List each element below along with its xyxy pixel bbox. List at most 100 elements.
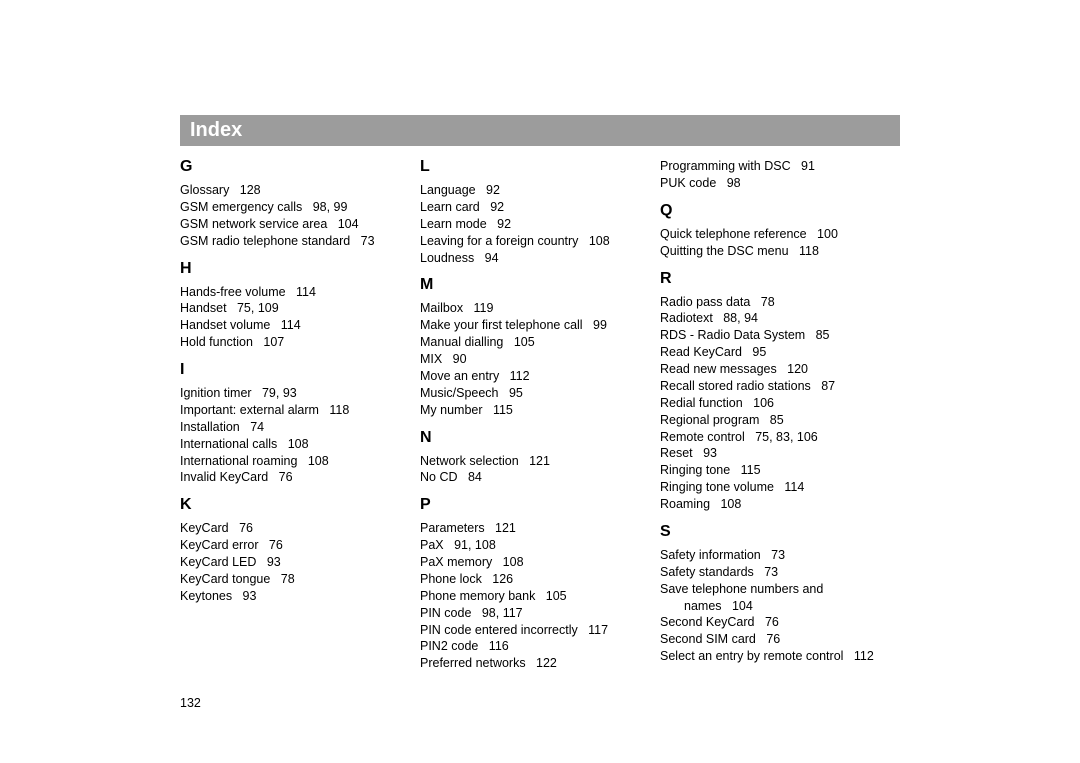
index-entry-pages: 94 bbox=[485, 251, 499, 265]
index-entry: Ringing tone volume 114 bbox=[660, 479, 884, 496]
index-entry-pages: 115 bbox=[493, 403, 513, 417]
index-entry: Move an entry 112 bbox=[420, 368, 644, 385]
index-entry-text: Preferred networks bbox=[420, 656, 526, 670]
index-entry-text: Recall stored radio stations bbox=[660, 379, 811, 393]
index-entry: Preferred networks 122 bbox=[420, 655, 644, 672]
index-letter: P bbox=[420, 496, 644, 514]
index-entry-pages: 112 bbox=[510, 369, 530, 383]
index-letter: H bbox=[180, 260, 404, 278]
index-entry: Radio pass data 78 bbox=[660, 294, 884, 311]
index-entry-pages: 115 bbox=[741, 463, 761, 477]
index-entry-pages: 93 bbox=[267, 555, 281, 569]
index-entry-text: Learn mode bbox=[420, 217, 487, 231]
index-entry: Safety standards 73 bbox=[660, 564, 884, 581]
index-entry: PIN code entered incorrectly 117 bbox=[420, 622, 644, 639]
index-entry-pages: 98, 117 bbox=[482, 606, 523, 620]
index-entry-text: Manual dialling bbox=[420, 335, 503, 349]
index-entry: Phone lock 126 bbox=[420, 571, 644, 588]
index-entry-pages: 106 bbox=[753, 396, 774, 410]
index-entry-pages: 90 bbox=[453, 352, 467, 366]
index-entry: KeyCard tongue 78 bbox=[180, 571, 404, 588]
index-entry-pages: 121 bbox=[529, 454, 550, 468]
index-entry-pages: 126 bbox=[492, 572, 513, 586]
index-entry: Phone memory bank 105 bbox=[420, 588, 644, 605]
index-entry-pages: 108 bbox=[589, 234, 610, 248]
index-entry-pages: 88, 94 bbox=[723, 311, 758, 325]
index-letter: L bbox=[420, 158, 644, 176]
index-entry-pages: 75, 83, 106 bbox=[755, 430, 818, 444]
index-entry: Programming with DSC 91 bbox=[660, 158, 884, 175]
index-entry: KeyCard 76 bbox=[180, 520, 404, 537]
index-entry-text: Save telephone numbers and bbox=[660, 582, 823, 596]
index-entry-text: GSM radio telephone standard bbox=[180, 234, 350, 248]
index-entry-pages: 93 bbox=[703, 446, 717, 460]
index-entry: Installation 74 bbox=[180, 419, 404, 436]
index-letter: R bbox=[660, 270, 884, 288]
index-entry-text: Regional program bbox=[660, 413, 759, 427]
index-entry: Ignition timer 79, 93 bbox=[180, 385, 404, 402]
index-entry-text: Learn card bbox=[420, 200, 480, 214]
index-entry-pages: 128 bbox=[240, 183, 261, 197]
index-entry-pages: 95 bbox=[509, 386, 523, 400]
index-entry: Second KeyCard 76 bbox=[660, 614, 884, 631]
index-entry-pages: 84 bbox=[468, 470, 482, 484]
index-entry-pages: 93 bbox=[243, 589, 257, 603]
index-entry-pages: 99 bbox=[593, 318, 607, 332]
index-entry-pages: 92 bbox=[490, 200, 504, 214]
index-entry-pages: 108 bbox=[503, 555, 524, 569]
index-entry-text: Network selection bbox=[420, 454, 519, 468]
index-entry: names 104 bbox=[660, 598, 884, 615]
index-entry-pages: 92 bbox=[486, 183, 500, 197]
index-entry: GSM emergency calls 98, 99 bbox=[180, 199, 404, 216]
index-entry-pages: 73 bbox=[771, 548, 785, 562]
index-entry-pages: 76 bbox=[766, 632, 780, 646]
index-entry: Make your first telephone call 99 bbox=[420, 317, 644, 334]
index-entry-text: Music/Speech bbox=[420, 386, 499, 400]
index-entry-text: Quick telephone reference bbox=[660, 227, 807, 241]
page-title: Index bbox=[180, 115, 900, 146]
index-entry-text: Programming with DSC bbox=[660, 159, 791, 173]
index-letter: K bbox=[180, 496, 404, 514]
index-entry: Hold function 107 bbox=[180, 334, 404, 351]
index-entry: MIX 90 bbox=[420, 351, 644, 368]
index-entry-text: Remote control bbox=[660, 430, 745, 444]
index-column: LLanguage 92Learn card 92Learn mode 92Le… bbox=[420, 154, 660, 672]
index-entry-text: Leaving for a foreign country bbox=[420, 234, 578, 248]
index-entry-text: Safety standards bbox=[660, 565, 754, 579]
index-entry: Quick telephone reference 100 bbox=[660, 226, 884, 243]
index-entry-pages: 78 bbox=[761, 295, 775, 309]
index-entry: Redial function 106 bbox=[660, 395, 884, 412]
index-entry: Network selection 121 bbox=[420, 453, 644, 470]
index-entry-pages: 121 bbox=[495, 521, 516, 535]
index-entry: Music/Speech 95 bbox=[420, 385, 644, 402]
index-entry-pages: 114 bbox=[296, 285, 316, 299]
index-entry-text: International calls bbox=[180, 437, 277, 451]
index-entry-text: GSM emergency calls bbox=[180, 200, 302, 214]
index-column: Programming with DSC 91PUK code 98QQuick… bbox=[660, 154, 900, 672]
index-entry-text: Second KeyCard bbox=[660, 615, 755, 629]
index-entry-text: PaX bbox=[420, 538, 444, 552]
index-entry-text: names bbox=[684, 599, 722, 613]
index-entry: GSM radio telephone standard 73 bbox=[180, 233, 404, 250]
index-entry-text: RDS - Radio Data System bbox=[660, 328, 805, 342]
index-page: Index GGlossary 128GSM emergency calls 9… bbox=[180, 115, 900, 710]
index-entry-pages: 120 bbox=[787, 362, 808, 376]
index-entry-pages: 92 bbox=[497, 217, 511, 231]
index-entry-pages: 122 bbox=[536, 656, 557, 670]
index-entry: Radiotext 88, 94 bbox=[660, 310, 884, 327]
index-entry-text: KeyCard LED bbox=[180, 555, 256, 569]
index-entry-text: Keytones bbox=[180, 589, 232, 603]
index-entry-pages: 108 bbox=[720, 497, 741, 511]
index-entry-pages: 118 bbox=[799, 244, 819, 258]
index-entry: Reset 93 bbox=[660, 445, 884, 462]
index-entry-pages: 76 bbox=[239, 521, 253, 535]
index-entry: Save telephone numbers and bbox=[660, 581, 884, 598]
index-entry-text: Select an entry by remote control bbox=[660, 649, 843, 663]
index-entry: Manual dialling 105 bbox=[420, 334, 644, 351]
index-entry-text: PIN2 code bbox=[420, 639, 478, 653]
index-entry-text: Ignition timer bbox=[180, 386, 252, 400]
index-entry-pages: 73 bbox=[764, 565, 778, 579]
index-entry-pages: 76 bbox=[765, 615, 779, 629]
index-entry: No CD 84 bbox=[420, 469, 644, 486]
index-entry: Leaving for a foreign country 108 bbox=[420, 233, 644, 250]
